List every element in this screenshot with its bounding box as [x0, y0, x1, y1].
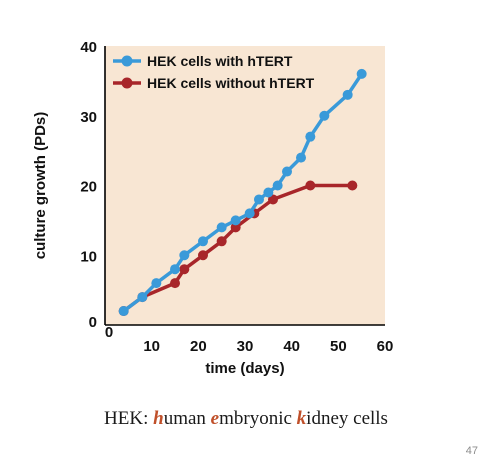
data-point	[151, 278, 162, 289]
data-point	[319, 110, 330, 121]
x-tick-label: 20	[190, 338, 207, 355]
data-point	[230, 222, 241, 233]
data-point	[305, 180, 316, 191]
axes	[104, 46, 385, 326]
x-tick-label: 10	[143, 338, 160, 355]
x-tick-label: 50	[330, 338, 347, 355]
data-point	[179, 264, 190, 275]
data-point	[282, 166, 292, 177]
slide-number: 47	[465, 445, 478, 457]
data-point	[216, 222, 227, 233]
data-point	[244, 208, 255, 219]
data-point	[137, 292, 148, 303]
data-point	[263, 187, 274, 198]
data-point	[356, 68, 367, 79]
legend-swatch-marker	[121, 77, 133, 89]
caption-text-2: uman	[163, 408, 211, 429]
caption: HEK: human embryonic kidney cells	[0, 408, 492, 430]
data-point	[198, 236, 208, 247]
data-point	[170, 264, 180, 275]
data-point	[296, 152, 306, 163]
x-tick-label: 40	[283, 338, 300, 355]
x-axis-label: time (days)	[205, 360, 284, 377]
y-tick-label: 20	[80, 179, 97, 196]
caption-text-3: mbryonic	[219, 408, 297, 429]
data-point	[305, 131, 316, 142]
caption-prefix: HEK:	[104, 408, 154, 429]
legend: HEK cells with hTERT HEK cells without hT…	[113, 53, 315, 91]
data-point	[254, 194, 264, 205]
y-tick-label: 40	[80, 39, 97, 56]
legend-swatch-marker	[121, 55, 133, 67]
caption-text-4: idney cells	[306, 408, 388, 429]
x-tick-label: 30	[237, 338, 254, 355]
data-point	[230, 215, 241, 226]
data-point	[347, 180, 358, 191]
y-tick-label: 10	[80, 248, 97, 265]
x-tick-label: 60	[377, 338, 394, 355]
series-1	[118, 68, 367, 317]
chart: 0 10 20 30 40 50 60 0 10 20 30 40 time (days) cultu…	[32, 39, 393, 377]
data-point	[118, 306, 129, 317]
caption-letter-e: e	[210, 408, 220, 429]
data-point	[179, 250, 190, 261]
data-point	[198, 250, 208, 261]
y-tick-label: 30	[80, 109, 97, 126]
caption-letter-k: k	[296, 408, 307, 429]
data-point	[170, 278, 180, 289]
y-tick-label: 0	[89, 314, 97, 331]
x-tick-label: 0	[105, 324, 113, 341]
y-axis-label: culture growth (PDs)	[32, 112, 49, 260]
series-layer	[118, 68, 367, 317]
legend-label: HEK cells with hTERT	[147, 53, 293, 69]
tick-labels: 0 10 20 30 40 50 60 0 10 20 30 40	[80, 39, 393, 355]
data-point	[216, 236, 227, 247]
data-point	[342, 89, 353, 100]
caption-letter-h: h	[153, 408, 164, 429]
legend-label: HEK cells without hTERT	[147, 75, 315, 91]
data-point	[272, 180, 283, 191]
